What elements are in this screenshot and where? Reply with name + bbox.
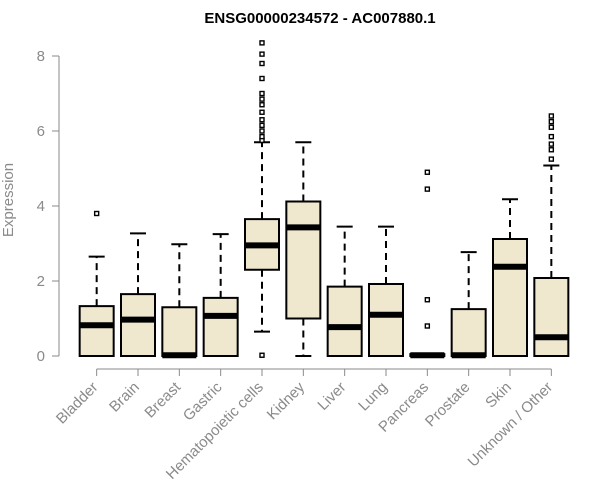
- outlier-point: [424, 186, 431, 192]
- box-iqr: [120, 293, 156, 357]
- outlier-point: [259, 109, 265, 115]
- outlier-point: [93, 210, 100, 217]
- outlier-point: [259, 96, 265, 102]
- outlier-point: [548, 147, 555, 153]
- box-group: [120, 232, 156, 357]
- x-tick-label: Skin: [482, 379, 515, 412]
- box-group: [533, 113, 570, 357]
- outlier-point: [548, 141, 555, 147]
- chart-title: ENSG00000234572 - AC007880.1: [204, 10, 435, 27]
- x-tick-label: Brain: [106, 379, 143, 416]
- box-iqr: [78, 305, 115, 357]
- outlier-point: [259, 40, 265, 46]
- box-iqr: [492, 238, 528, 357]
- box-group: [409, 169, 446, 359]
- y-axis: 0 2 4 6 8: [37, 48, 60, 365]
- box-iqr: [285, 200, 322, 320]
- boxes-layer: [78, 40, 570, 359]
- x-tick-label: Lung: [355, 379, 391, 415]
- x-tick-label: Breast: [141, 378, 184, 421]
- box-group: [78, 210, 115, 357]
- box-group: [368, 225, 404, 357]
- outlier-point: [424, 323, 431, 329]
- y-tick-label: 4: [37, 198, 45, 215]
- y-tick-label: 8: [37, 48, 45, 65]
- box-group: [244, 40, 280, 358]
- x-tick-label: Bladder: [53, 379, 102, 428]
- outlier-point: [259, 51, 265, 57]
- outlier-point: [548, 156, 555, 162]
- outlier-point: [424, 169, 431, 175]
- outlier-point: [259, 60, 265, 67]
- x-tick-label: Kidney: [264, 378, 309, 423]
- x-tick-label: Prostate: [422, 379, 474, 431]
- box-iqr: [202, 296, 239, 357]
- y-tick-label: 2: [37, 273, 45, 290]
- box-iqr: [326, 285, 363, 357]
- y-tick-label: 0: [37, 348, 45, 365]
- outlier-point: [259, 102, 265, 108]
- outlier-point: [259, 352, 265, 358]
- outlier-point: [259, 117, 265, 123]
- y-tick-label: 6: [37, 123, 45, 140]
- outlier-point: [259, 75, 265, 82]
- box-iqr: [161, 306, 198, 357]
- box-iqr: [450, 308, 487, 357]
- box-group: [492, 198, 528, 357]
- box-group: [450, 251, 487, 359]
- outlier-point: [548, 124, 555, 130]
- outlier-point: [548, 118, 555, 125]
- box-group: [202, 233, 239, 357]
- outlier-point: [548, 113, 555, 119]
- x-tick-label: Liver: [314, 379, 349, 414]
- outlier-point: [259, 133, 265, 140]
- box-iqr: [533, 277, 570, 357]
- box-group: [285, 141, 322, 357]
- outlier-point: [259, 90, 265, 97]
- outlier-point: [259, 122, 265, 129]
- box-group: [161, 243, 198, 359]
- outlier-point: [424, 297, 431, 303]
- outlier-point: [259, 128, 265, 134]
- box-iqr: [368, 283, 404, 357]
- y-axis-label: Expression: [0, 163, 17, 237]
- outlier-point: [548, 133, 555, 140]
- box-group: [326, 225, 363, 357]
